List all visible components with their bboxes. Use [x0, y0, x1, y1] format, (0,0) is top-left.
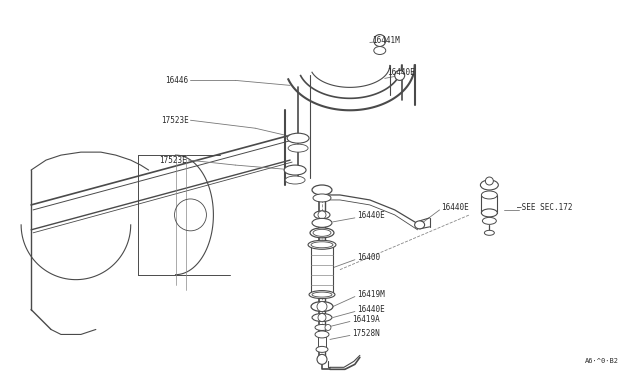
Bar: [311, 245, 333, 295]
Ellipse shape: [316, 346, 328, 352]
Ellipse shape: [287, 133, 309, 143]
Bar: [481, 195, 497, 213]
Ellipse shape: [308, 240, 336, 249]
Bar: [318, 334, 326, 349]
Ellipse shape: [311, 302, 333, 311]
Circle shape: [325, 324, 331, 330]
Ellipse shape: [315, 324, 329, 330]
Ellipse shape: [483, 217, 497, 224]
Ellipse shape: [309, 291, 335, 299]
Ellipse shape: [481, 180, 499, 190]
Ellipse shape: [312, 314, 332, 321]
Text: 17523E: 17523E: [161, 116, 189, 125]
Text: —SEE SEC.172: —SEE SEC.172: [517, 203, 573, 212]
Ellipse shape: [312, 292, 332, 297]
Ellipse shape: [481, 209, 497, 217]
Text: A6·^0·B2: A6·^0·B2: [585, 358, 619, 364]
Circle shape: [318, 314, 326, 321]
Text: 16440E: 16440E: [387, 68, 415, 77]
Text: 17528N: 17528N: [352, 329, 380, 338]
Ellipse shape: [312, 185, 332, 195]
Circle shape: [317, 302, 327, 311]
Ellipse shape: [313, 194, 331, 202]
Text: 16440E: 16440E: [357, 305, 385, 314]
Ellipse shape: [481, 191, 497, 199]
Ellipse shape: [311, 242, 333, 248]
Ellipse shape: [484, 230, 494, 235]
Ellipse shape: [285, 176, 305, 184]
Circle shape: [374, 35, 386, 46]
Circle shape: [395, 70, 404, 80]
Text: 16446: 16446: [165, 76, 189, 85]
Text: 16419A: 16419A: [352, 315, 380, 324]
Ellipse shape: [284, 165, 306, 175]
Text: 16440E: 16440E: [442, 203, 469, 212]
Text: 16440E: 16440E: [357, 211, 385, 220]
Ellipse shape: [310, 228, 334, 238]
Ellipse shape: [374, 46, 386, 54]
Circle shape: [318, 211, 326, 219]
Text: 16441M: 16441M: [372, 36, 399, 45]
Text: 17523E: 17523E: [159, 155, 186, 164]
Circle shape: [485, 177, 493, 185]
Ellipse shape: [313, 229, 331, 236]
Ellipse shape: [415, 221, 424, 229]
Ellipse shape: [315, 331, 329, 338]
Ellipse shape: [312, 218, 332, 227]
Ellipse shape: [288, 144, 308, 152]
Text: 16400: 16400: [357, 253, 380, 262]
Text: 16419M: 16419M: [357, 290, 385, 299]
Ellipse shape: [314, 211, 330, 219]
Circle shape: [317, 355, 327, 364]
